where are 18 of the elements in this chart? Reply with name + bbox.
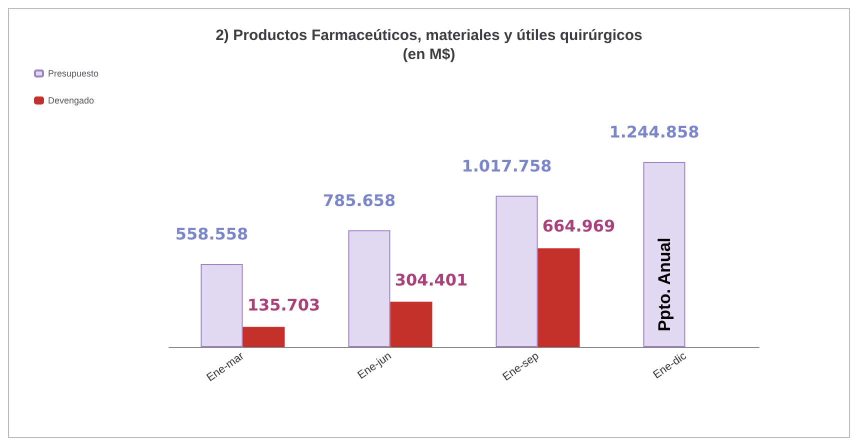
bar: [200, 264, 243, 347]
data-label: 135.703: [247, 295, 320, 314]
bar: [496, 196, 538, 347]
data-label: 1.017.758: [462, 156, 552, 176]
annotation: Ppto. Anual: [654, 238, 674, 332]
legend-label: Devengado: [48, 96, 94, 106]
chart-title: 2) Productos Farmaceúticos, materiales y útiles quirúrgicos (en M$): [216, 27, 642, 63]
bar: [348, 230, 390, 347]
bar: [390, 302, 432, 347]
data-label: 785.658: [322, 190, 396, 210]
data-label: 1.244.858: [609, 122, 700, 142]
legend-label: Presupuesto: [48, 68, 99, 78]
data-label: 558.558: [175, 224, 248, 244]
bar: [643, 162, 686, 347]
bar: [242, 326, 285, 347]
data-label: 304.401: [394, 270, 468, 290]
bar: [538, 248, 580, 347]
data-label: 664.969: [542, 216, 616, 236]
